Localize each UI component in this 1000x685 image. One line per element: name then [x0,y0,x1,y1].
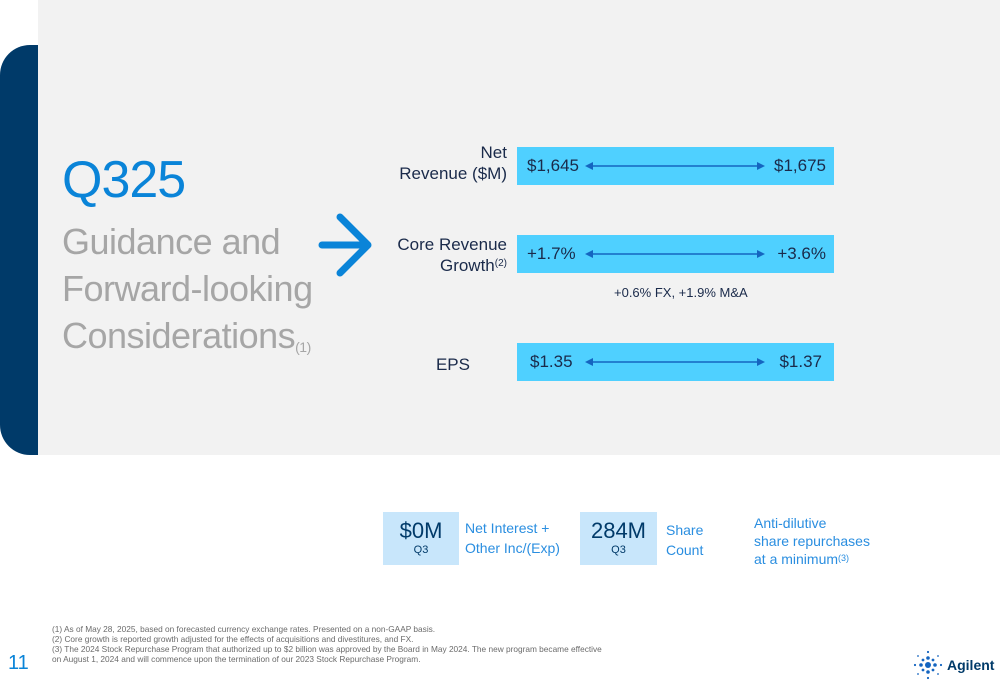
eps-label: EPS [380,354,470,375]
net-revenue-label-line-1: Net [480,143,507,162]
core-growth-high: +3.6% [777,244,826,263]
double-headed-arrow-icon [585,162,765,170]
subtitle-line-3: Considerations [62,315,296,356]
left-accent-tab [0,45,38,455]
agilent-spark-logo-icon [913,650,943,680]
net-interest-label-line-1: Net Interest + [465,520,550,536]
share-count-label-line-2: Count [666,542,704,558]
footnote-2: (2) Core growth is reported growth adjus… [52,634,414,644]
core-growth-range-bar: +1.7% +3.6% [517,235,834,273]
eps-range-bar: $1.35 $1.37 [517,343,834,381]
repurchase-note: Anti-dilutive share repurchases at a min… [754,514,870,568]
repurchase-footnote-ref: (3) [838,553,850,563]
logo-wordmark: Agilent [947,657,995,673]
double-headed-arrow-icon [585,250,765,258]
core-growth-footnote-ref: (2) [494,258,507,269]
agilent-logo: Agilent [912,648,995,682]
net-revenue-low: $1,645 [527,156,579,175]
footnote-1: (1) As of May 28, 2025, based on forecas… [52,624,436,634]
page-title: Q325 [62,151,186,209]
net-revenue-label: Net Revenue ($M) [380,142,507,184]
share-count-label-line-1: Share [666,522,704,538]
core-growth-label-line-1: Core Revenue [397,235,507,254]
footnote-3: (3) The 2024 Stock Repurchase Program th… [52,644,602,664]
footnotes: (1) As of May 28, 2025, based on forecas… [52,624,612,664]
repurchase-line-3: at a minimum [754,551,839,567]
net-interest-label-line-2: Other Inc/(Exp) [465,540,560,556]
chevron-right-arrow-icon [318,213,372,277]
share-count-period: Q3 [611,544,626,556]
page-number: 11 [8,652,29,674]
subtitle-line-2: Forward-looking [62,268,313,309]
core-growth-note: +0.6% FX, +1.9% M&A [614,285,748,300]
repurchase-line-1: Anti-dilutive [754,515,827,531]
share-count-box: 284M Q3 [580,512,657,565]
subtitle-line-1: Guidance and [62,221,281,262]
page-subtitle: Guidance and Forward-looking Considerati… [62,218,342,359]
net-interest-box: $0M Q3 [383,512,459,565]
eps-low: $1.35 [530,352,573,371]
net-revenue-range-bar: $1,645 $1,675 [517,147,834,185]
net-interest-value: $0M [399,518,443,543]
eps-high: $1.37 [779,352,822,371]
net-revenue-high: $1,675 [774,156,826,175]
share-count-label: Share Count [666,520,703,560]
eps-label-text: EPS [435,355,470,374]
subtitle-footnote-ref: (1) [295,339,311,355]
double-headed-arrow-icon [585,358,765,366]
core-revenue-growth-label: Core Revenue Growth(2) [380,234,507,276]
core-growth-low: +1.7% [527,244,576,263]
net-interest-label: Net Interest + Other Inc/(Exp) [465,518,560,558]
repurchase-line-2: share repurchases [754,533,870,549]
share-count-value: 284M [590,518,647,543]
core-growth-label-line-2: Growth [439,256,495,275]
net-interest-period: Q3 [413,544,429,556]
net-revenue-label-line-2: Revenue ($M) [399,164,507,183]
